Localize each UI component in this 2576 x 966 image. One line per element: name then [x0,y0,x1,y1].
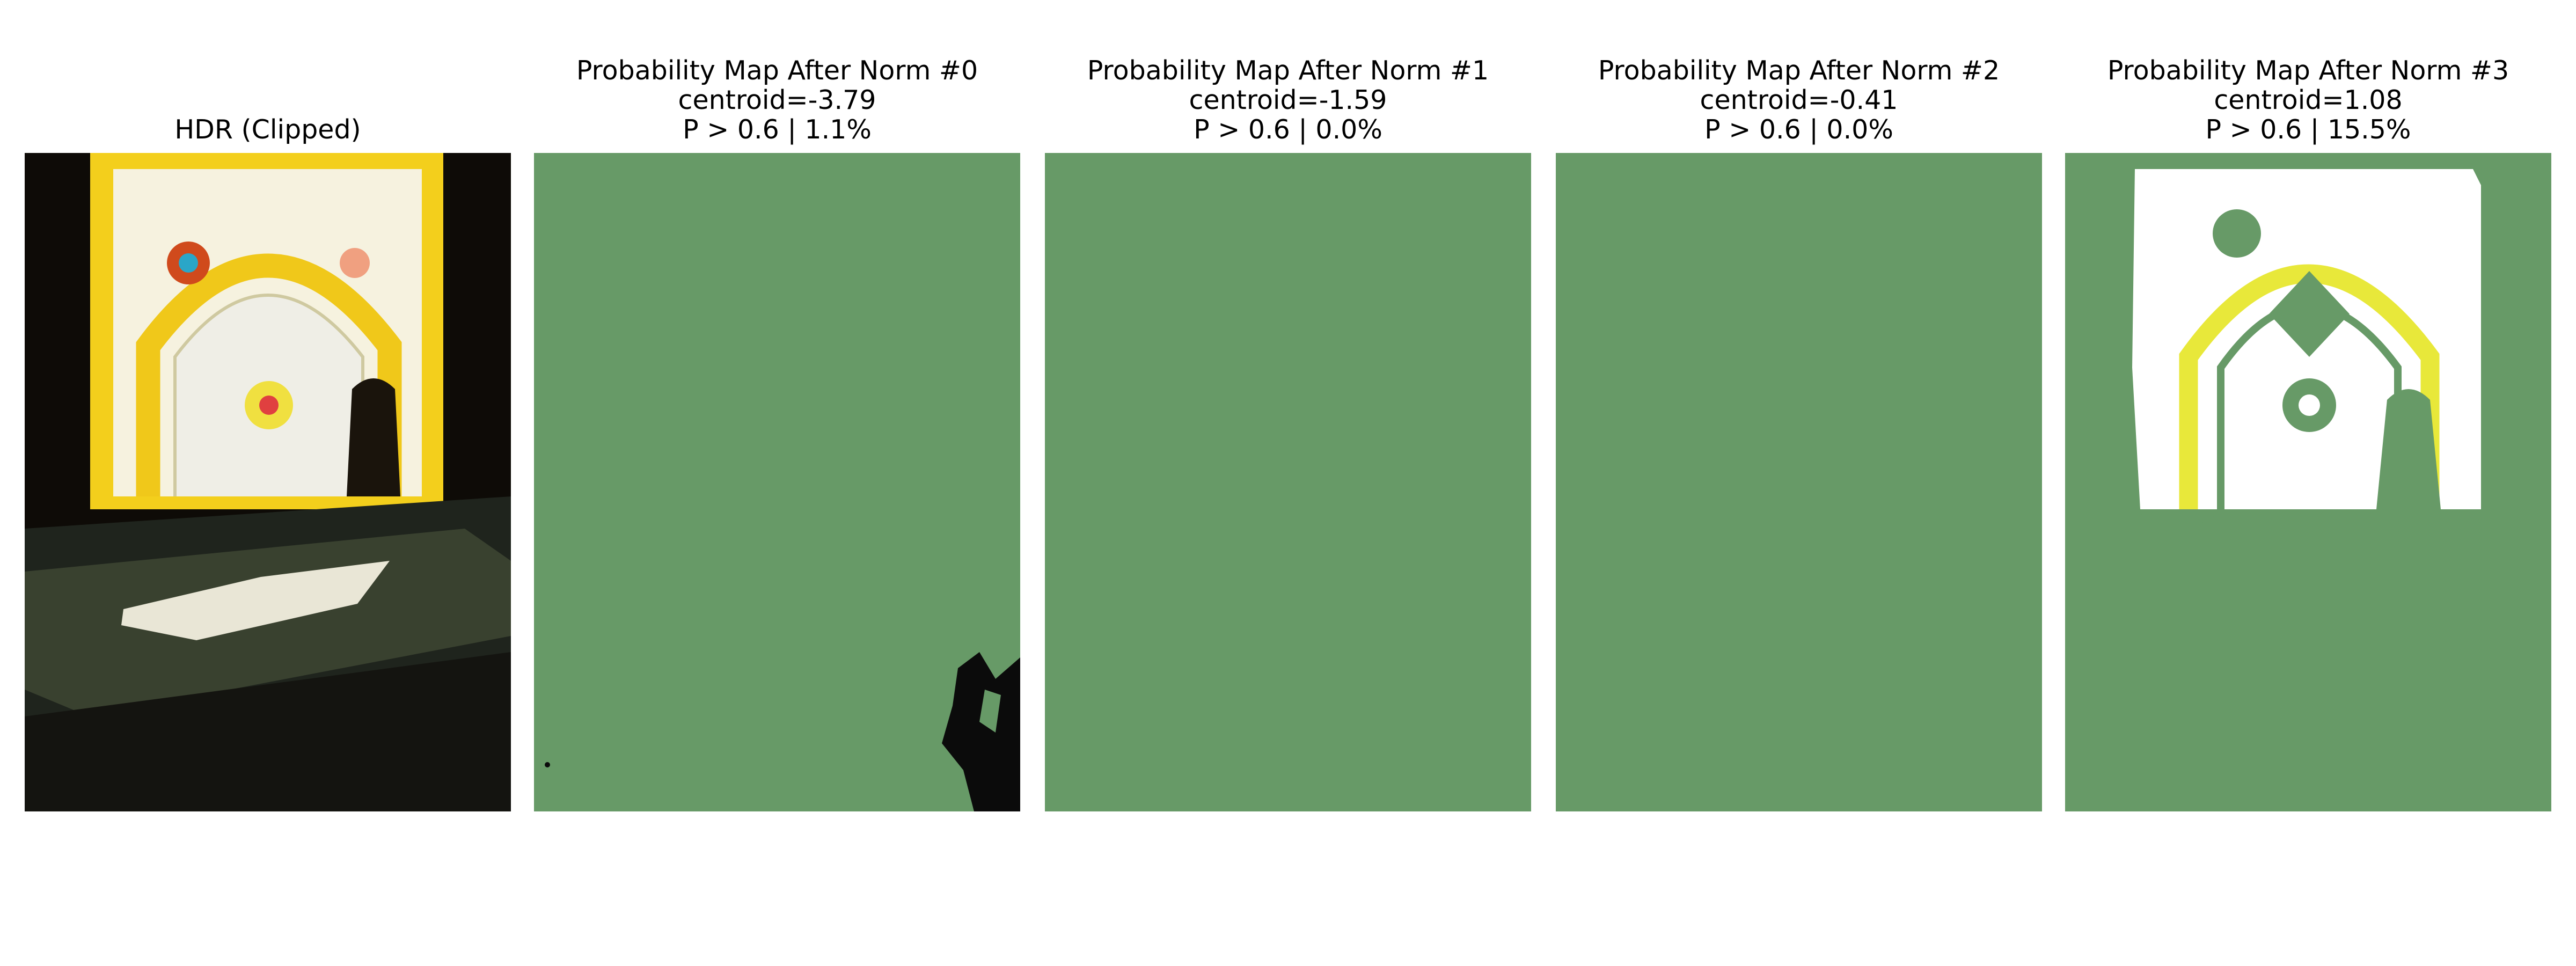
hdr-image [25,153,511,811]
panel-stat: P > 0.6 | 0.0% [1704,114,1893,145]
panel-centroid: centroid=-3.79 [678,85,876,115]
panel-stat: P > 0.6 | 1.1% [683,114,872,145]
panel-centroid: centroid=-0.41 [1700,85,1898,115]
probability-map-0 [534,153,1020,811]
panel-title: Probability Map After Norm #1 [1087,55,1489,86]
probability-map-3 [2065,153,2551,811]
panel-stat: P > 0.6 | 0.0% [1194,114,1382,145]
panel-title: Probability Map After Norm #3 [2107,55,2509,86]
panel-title: Probability Map After Norm #2 [1598,55,2000,86]
panel-stat: P > 0.6 | 15.5% [2205,114,2411,145]
titles: HDR (Clipped) Probability Map After Norm … [174,55,2509,145]
probability-map-2 [1556,153,2042,811]
panel-centroid: centroid=-1.59 [1189,85,1387,115]
panel-title: Probability Map After Norm #0 [576,55,978,86]
panel-title: HDR (Clipped) [174,114,361,145]
panel-centroid: centroid=1.08 [2214,85,2402,115]
probability-map-1 [1045,153,1531,811]
